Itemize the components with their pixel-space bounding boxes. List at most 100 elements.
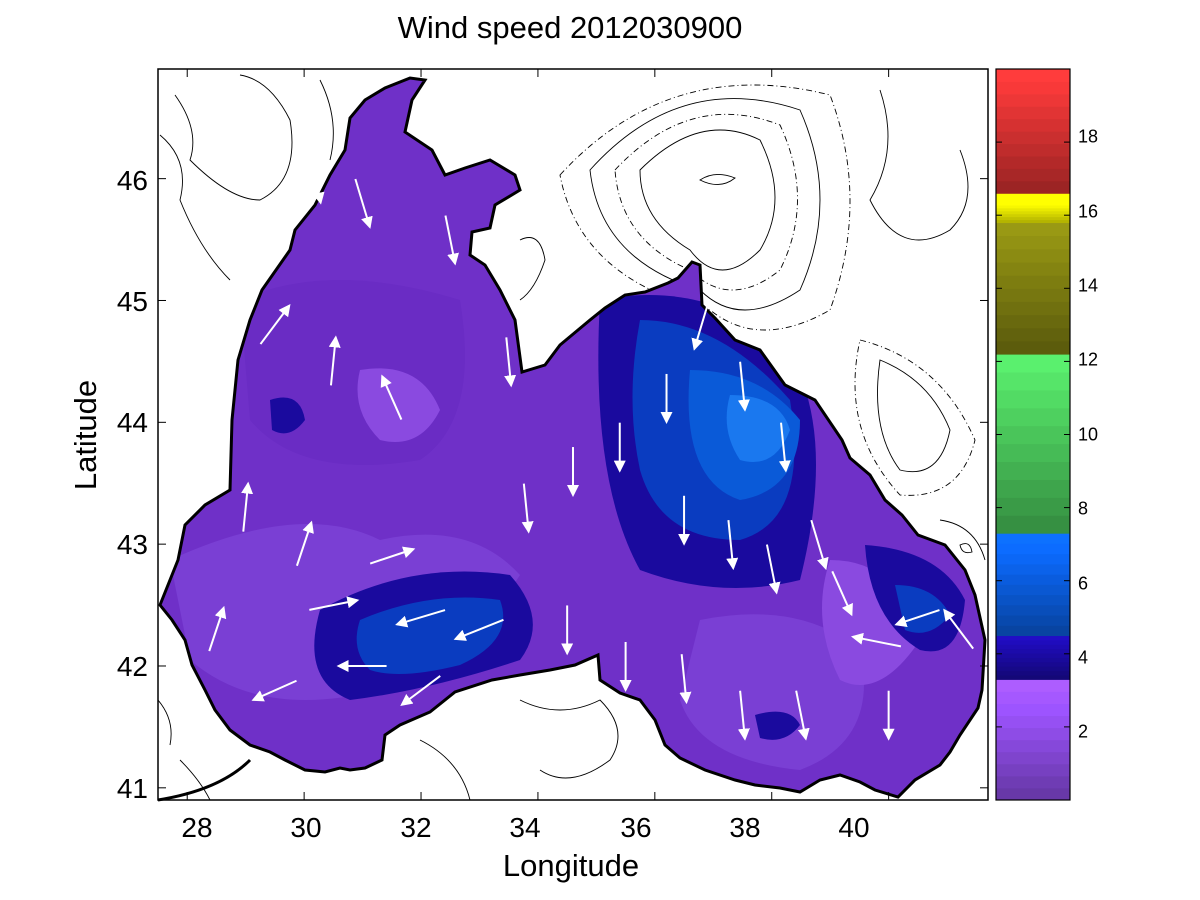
land-contours [158,74,986,800]
colorbar-segment [996,763,1070,777]
colorbar-segment [996,691,1070,705]
wind-vectors [208,154,974,741]
colorbar-segment [996,180,1070,194]
colorbar-segment [996,143,1070,157]
colorbar-segment [996,727,1070,741]
colorbar-segment [996,497,1070,516]
wind-arrow [850,632,902,648]
colorbar-segment [996,657,1070,663]
colorbar-segment [996,193,1070,197]
colorbar-segment [996,674,1070,680]
wind-arrow [259,304,291,345]
colorbar-segment [996,202,1070,206]
colorbar-segment [996,199,1070,203]
colorbar-segment [996,751,1070,765]
wind-arrow [691,300,710,351]
wind-arrow [894,609,940,627]
colorbar-tick-label: 14 [1078,275,1099,296]
colorbar-segment [996,207,1070,212]
wind-arrow [444,215,459,266]
y-tick-label: 42 [116,651,148,682]
colorbar-segment [996,118,1070,132]
colorbar-segment [996,644,1070,650]
wind-arrow [737,690,750,741]
colorbar-segment [996,604,1070,616]
wind-arrow [737,361,750,412]
colorbar-segment [996,275,1070,289]
colorbar-segment [996,168,1070,182]
colorbar-segment [996,81,1070,95]
wind-arrow [795,690,810,741]
colorbar-segment [996,204,1070,209]
colorbar-segment [996,69,1070,82]
colorbar-segment [996,515,1070,534]
colorbar-segment [996,615,1070,626]
wind-arrow [810,519,829,571]
y-axis-label: Latitude [68,379,103,491]
wind-arrow [354,178,373,229]
x-tick-label: 28 [181,812,213,843]
colorbar-segment [996,219,1070,224]
colorbar-segment [996,715,1070,729]
wind-arrow [504,337,517,388]
colorbar-tick-label: 12 [1078,349,1099,370]
colorbar-segment [996,703,1070,717]
wind-arrow [400,675,441,706]
colorbar-segment [996,653,1070,658]
x-tick-label: 40 [838,812,870,843]
colorbar-segment [996,340,1070,355]
wind-arrow [679,654,692,705]
colorbar-segment [996,533,1070,544]
wind-arrow [309,596,360,611]
colorbar-segment [996,625,1070,637]
colorbar-segment [996,155,1070,169]
colorbar-segment [996,213,1070,218]
x-tick-label: 32 [400,812,432,843]
wind-arrow [943,608,974,650]
colorbar-tick-label: 2 [1078,721,1089,742]
wind-arrow [395,609,446,628]
wind-arrow [521,483,534,534]
colorbar-segment [996,93,1070,107]
wind-arrow [295,520,314,567]
colorbar-segment [996,131,1070,145]
x-tick-label: 30 [290,812,322,843]
colorbar-segment [996,666,1070,672]
chart-title: Wind speed 2012030900 [397,10,743,45]
y-tick-label: 43 [116,529,148,560]
colorbar-segment [996,261,1070,276]
colorbar-segment [996,288,1070,302]
colorbar-tick-label: 18 [1078,126,1099,147]
wind-arrow [328,335,341,386]
bosphorus-coast [157,758,252,802]
colorbar-segment [996,543,1070,555]
colorbar-segment [996,648,1070,654]
colorbar-tick-label: 10 [1078,424,1099,445]
colorbar-segment [996,314,1070,329]
colorbar-segment [996,327,1070,342]
wind-arrow [765,544,781,595]
colorbar-segment [996,210,1070,215]
colorbar-segment [996,235,1070,250]
colorbar-segment [996,594,1070,606]
colorbar-tick-label: 16 [1078,201,1099,222]
colorbar-segment [996,354,1070,373]
colorbar-segment [996,479,1070,498]
plot-frame [157,68,989,801]
y-tick-label: 46 [116,165,148,196]
colorbar-segment [996,407,1070,427]
colorbar-segment [996,679,1070,692]
x-tick-label: 34 [509,812,541,843]
colorbar-segment [996,639,1070,645]
colorbar-segment [996,301,1070,316]
wind-arrow [726,520,739,571]
colorbar-tick-label: 6 [1078,573,1089,594]
colorbar-segment [996,584,1070,596]
wind-arrow [831,570,853,617]
colorbar-segment [996,443,1070,463]
colorbar-frame [995,68,1071,801]
colorbar-tick-label: 8 [1078,498,1089,519]
y-tick-label: 45 [116,286,148,317]
x-tick-label: 38 [729,812,761,843]
wind-arrow [380,374,403,420]
